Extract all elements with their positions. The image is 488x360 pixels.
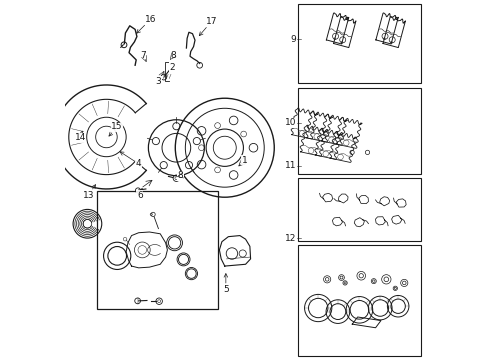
Text: 13: 13 [82,185,95,199]
Text: 15: 15 [109,122,122,136]
Text: 2: 2 [169,63,175,72]
Text: 11: 11 [285,161,296,170]
Bar [297,245,421,356]
Bar [297,4,421,83]
Text: 3: 3 [155,77,161,86]
Text: 4: 4 [120,152,141,168]
Text: 12: 12 [285,234,296,243]
Text: 9: 9 [290,35,296,44]
Bar [297,88,421,174]
Text: 17: 17 [199,17,217,36]
Text: 14: 14 [74,131,86,142]
Text: 1: 1 [238,156,247,166]
Text: 16: 16 [136,15,156,33]
Bar [97,191,217,309]
Text: 7: 7 [140,51,146,60]
Text: 10: 10 [285,118,296,127]
Text: 8: 8 [178,171,183,180]
Text: 5: 5 [223,274,228,294]
Text: 8: 8 [170,51,176,60]
Text: 6: 6 [137,189,142,199]
Bar [297,178,421,241]
